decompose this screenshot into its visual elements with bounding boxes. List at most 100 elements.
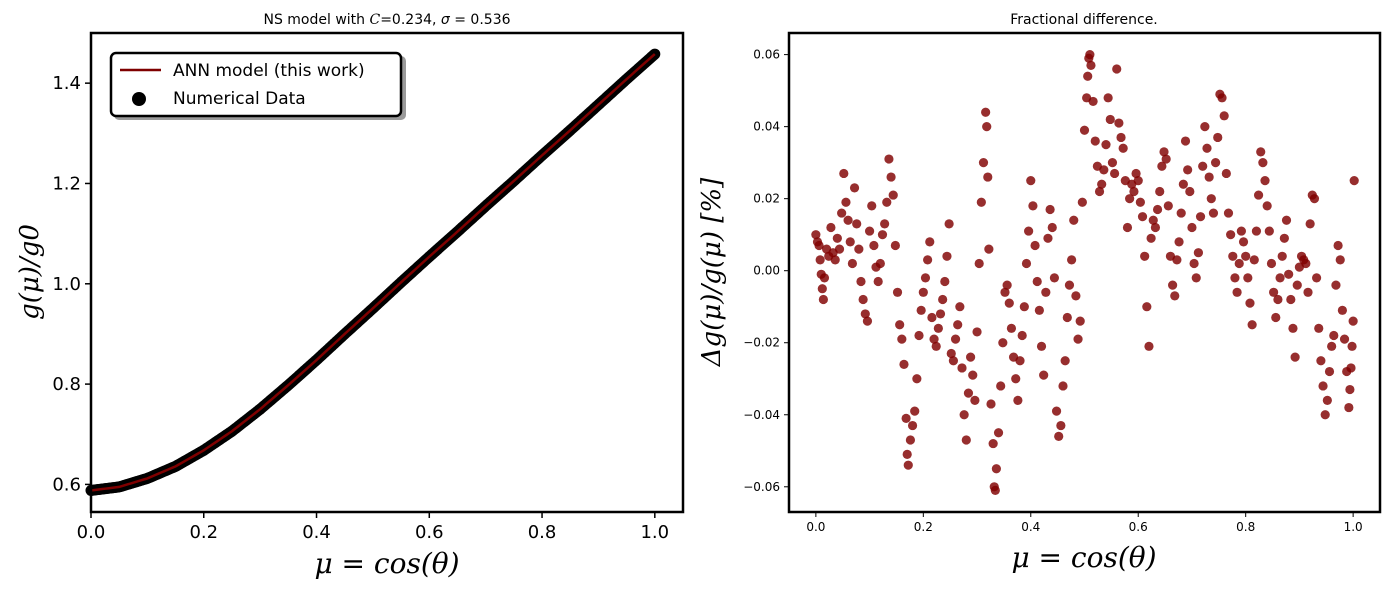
right-axes-frame [787, 31, 1382, 514]
left-y-ticks: 0.6 0.8 1.0 1.2 1.4 [52, 73, 91, 495]
legend-label-ann-model: ANN model (this work) [173, 61, 365, 81]
fractional-difference-point [1056, 420, 1066, 431]
fractional-difference-point [1103, 93, 1113, 103]
fractional-difference-point [899, 359, 909, 369]
fractional-difference-point [1174, 237, 1184, 247]
fractional-difference-point [1187, 222, 1197, 233]
fractional-difference-point [1083, 71, 1093, 81]
fractional-difference-point [907, 420, 918, 431]
fractional-difference-point [860, 309, 870, 319]
fractional-difference-point [1116, 132, 1126, 143]
fractional-difference-point [1178, 179, 1188, 189]
fractional-difference-point [1348, 316, 1358, 326]
fractional-difference-point [1191, 273, 1201, 283]
fractional-difference-point [1019, 302, 1029, 312]
fractional-difference-point [1206, 194, 1216, 204]
fractional-difference-point [938, 294, 948, 305]
fractional-difference-point [1204, 172, 1214, 182]
left-y-tick-label: 0.8 [52, 374, 81, 395]
fractional-difference-point [832, 233, 842, 243]
right-x-tick-label: 0.8 [1236, 520, 1255, 534]
fractional-difference-point [1251, 226, 1262, 236]
fractional-difference-point [1170, 291, 1180, 301]
fractional-difference-point [1238, 237, 1249, 247]
fractional-difference-point [1318, 381, 1328, 391]
fractional-difference-point [972, 327, 982, 337]
fractional-difference-point [968, 370, 978, 380]
fractional-difference-point [1253, 190, 1264, 200]
fractional-difference-point [837, 208, 847, 218]
fractional-difference-point [880, 219, 890, 229]
left-x-tick-label: 0.4 [302, 522, 331, 543]
fractional-difference-point [811, 230, 821, 240]
fractional-difference-point [1086, 60, 1096, 71]
fractional-difference-point [983, 172, 993, 182]
fractional-difference-point [1301, 258, 1311, 269]
right-y-tick-label: 0.06 [753, 48, 780, 62]
right-y-tick-label: −0.06 [743, 480, 780, 494]
fractional-difference-point [1118, 143, 1128, 153]
fractional-difference-point [1262, 201, 1272, 211]
fractional-difference-point [982, 122, 992, 132]
fractional-difference-point [916, 305, 926, 315]
legend-dot-swatch [132, 92, 146, 106]
fractional-difference-point [1131, 168, 1141, 179]
fractional-difference-point [864, 226, 875, 236]
fractional-difference-point [1195, 212, 1206, 222]
right-x-ticks: 0.0 0.2 0.4 0.6 0.8 1.0 [806, 512, 1363, 534]
fractional-difference-point [819, 273, 830, 283]
fractional-difference-point [1002, 280, 1012, 290]
fractional-difference-point [849, 183, 860, 193]
fractional-difference-point [886, 172, 896, 182]
fractional-difference-point [1168, 280, 1178, 290]
fractional-difference-point [1097, 179, 1107, 189]
fractional-difference-point [1049, 273, 1060, 283]
fractional-difference-point [1234, 258, 1244, 269]
fractional-difference-point [1281, 215, 1292, 225]
fractional-difference-point [918, 287, 928, 297]
fractional-difference-point [901, 413, 911, 423]
fractional-difference-point [1277, 251, 1287, 261]
fractional-difference-point [996, 381, 1006, 391]
fractional-difference-point [1198, 161, 1208, 171]
left-x-tick-label: 0.6 [415, 522, 444, 543]
fractional-difference-point [1316, 356, 1326, 366]
fractional-difference-point [1236, 226, 1246, 236]
right-chart-title: Fractional difference. [1010, 12, 1158, 28]
left-y-tick-label: 1.2 [52, 173, 81, 194]
fractional-difference-point [1256, 147, 1266, 157]
fractional-difference-point [817, 284, 827, 294]
fractional-difference-point [1258, 158, 1268, 168]
fractional-difference-point [854, 244, 864, 254]
legend-box [109, 51, 403, 118]
fractional-difference-point [1329, 330, 1339, 341]
fractional-difference-point [830, 255, 840, 265]
fractional-difference-point [998, 338, 1008, 348]
fractional-difference-point [1320, 410, 1330, 420]
left-axes-frame [89, 31, 685, 514]
fractional-difference-point [858, 294, 868, 305]
fractional-difference-point [1062, 312, 1072, 323]
right-y-ticks: −0.06 −0.04 −0.02 0.00 0.02 0.04 0.06 [743, 48, 789, 494]
fractional-difference-point [1172, 255, 1182, 265]
fractional-difference-point [1077, 197, 1087, 207]
fractional-difference-point [946, 348, 956, 359]
fractional-difference-point [1140, 251, 1150, 261]
fractional-difference-point [978, 158, 989, 168]
left-x-tick-label: 0.2 [189, 522, 218, 543]
fractional-difference-point [993, 428, 1004, 438]
fractional-difference-point [1314, 323, 1324, 333]
fractional-difference-point [1180, 136, 1191, 146]
fractional-difference-point [1219, 111, 1229, 121]
left-x-axis-label: μ = cos(θ) [314, 547, 459, 580]
fractional-difference-point [897, 334, 907, 344]
fractional-difference-point [843, 215, 853, 225]
fractional-difference-point [1146, 233, 1156, 243]
left-chart-title: NS model with C=0.234, σ = 0.536 [263, 12, 510, 28]
fractional-difference-point [1157, 161, 1167, 171]
fractional-difference-point [815, 255, 825, 265]
fractional-difference-point [1292, 280, 1302, 290]
fractional-difference-point [1339, 334, 1350, 344]
fractional-difference-point [942, 251, 952, 261]
